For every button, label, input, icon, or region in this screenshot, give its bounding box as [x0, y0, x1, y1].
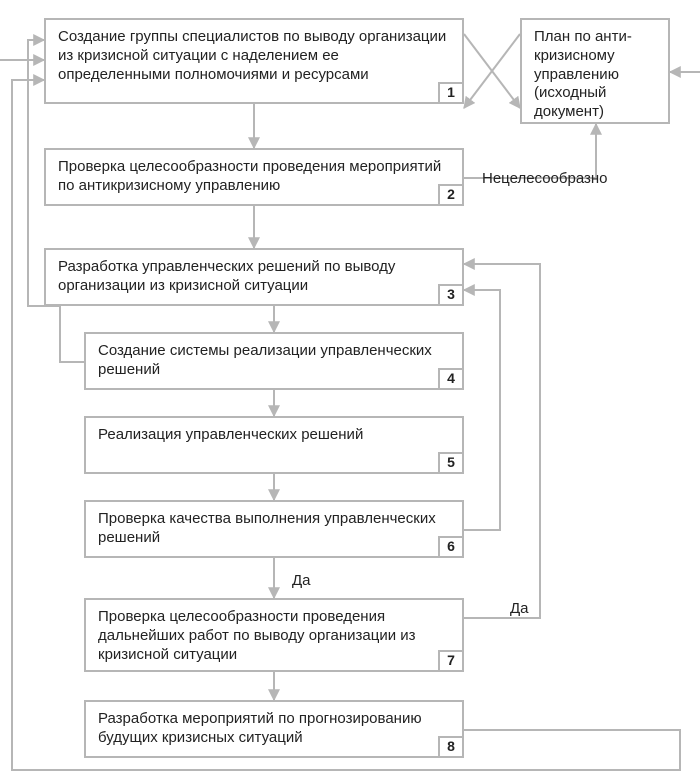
node-1: Создание группы специалистов по выводу о…	[44, 18, 464, 104]
node-5: Реализация управленческих решений 5	[84, 416, 464, 474]
node-plan: План по анти-кризисному управлению (исхо…	[520, 18, 670, 124]
node-4-text: Создание системы реализации управленческ…	[98, 342, 432, 378]
edge-e_x1	[464, 34, 520, 108]
label-da-1: Да	[292, 572, 311, 589]
node-2-text: Проверка целесообразности проведения мер…	[58, 158, 441, 194]
node-2: Проверка целесообразности проведения мер…	[44, 148, 464, 206]
node-8-num: 8	[438, 736, 464, 758]
node-plan-text: План по анти-кризисному управлению (исхо…	[534, 28, 632, 120]
node-6: Проверка качества выполнения управленчес…	[84, 500, 464, 558]
label-netselesoobrazno: Нецелесообразно	[482, 170, 608, 187]
node-7-text: Проверка целесообразности проведения дал…	[98, 608, 416, 663]
edge-e_7_3_fb	[464, 264, 540, 618]
node-3: Разработка управленческих решений по выв…	[44, 248, 464, 306]
node-1-num: 1	[438, 82, 464, 104]
node-3-num: 3	[438, 284, 464, 306]
node-8: Разработка мероприятий по прогнозировани…	[84, 700, 464, 758]
edge-e_x2	[464, 34, 520, 108]
node-8-text: Разработка мероприятий по прогнозировани…	[98, 710, 422, 746]
label-da-2: Да	[510, 600, 529, 617]
node-4-num: 4	[438, 368, 464, 390]
node-2-num: 2	[438, 184, 464, 206]
node-7-num: 7	[438, 650, 464, 672]
edge-e_6_3_fb	[464, 290, 500, 530]
node-3-text: Разработка управленческих решений по выв…	[58, 258, 395, 294]
node-4: Создание системы реализации управленческ…	[84, 332, 464, 390]
node-7: Проверка целесообразности проведения дал…	[84, 598, 464, 672]
node-6-num: 6	[438, 536, 464, 558]
node-6-text: Проверка качества выполнения управленчес…	[98, 510, 436, 546]
node-1-text: Создание группы специалистов по выводу о…	[58, 28, 446, 83]
node-5-num: 5	[438, 452, 464, 474]
node-5-text: Реализация управленческих решений	[98, 426, 363, 443]
flowchart-canvas: Создание группы специалистов по выводу о…	[0, 0, 700, 780]
